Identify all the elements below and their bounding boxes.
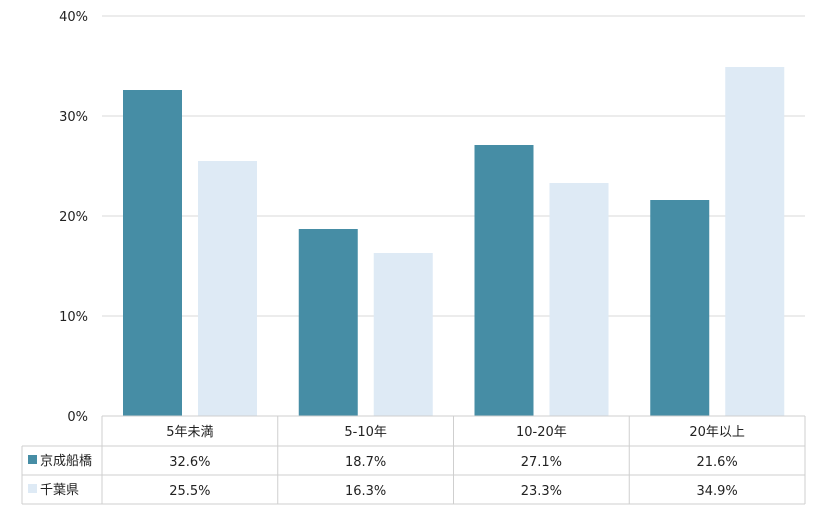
x-category-label: 10-20年 [516,425,567,440]
legend-label: 京成船橋 [40,454,92,469]
data-label: 27.1% [521,455,562,470]
data-label: 34.9% [696,484,737,499]
legend-swatch [28,455,37,464]
bar-2 [549,183,609,416]
data-label: 32.6% [169,455,210,470]
y-tick-label: 30% [59,110,88,125]
bar-2 [725,67,785,416]
x-category-label: 20年以上 [689,425,745,440]
bar-1 [474,145,534,416]
y-tick-label: 0% [67,410,88,425]
data-label: 16.3% [345,484,386,499]
legend-swatch [28,484,37,493]
bar-1 [650,200,710,416]
bar-2 [198,161,257,416]
data-label: 18.7% [345,455,386,470]
legend-label: 千葉県 [40,483,79,498]
bar-2 [373,253,433,416]
y-tick-label: 40% [59,10,88,25]
bar-1 [123,90,182,416]
data-label: 21.6% [696,455,737,470]
y-tick-label: 10% [59,310,88,325]
x-category-label: 5年未満 [166,425,213,440]
data-label: 23.3% [521,484,562,499]
y-tick-label: 20% [59,210,88,225]
bar-1 [298,229,358,416]
x-category-label: 5-10年 [344,425,387,440]
data-label: 25.5% [169,484,210,499]
